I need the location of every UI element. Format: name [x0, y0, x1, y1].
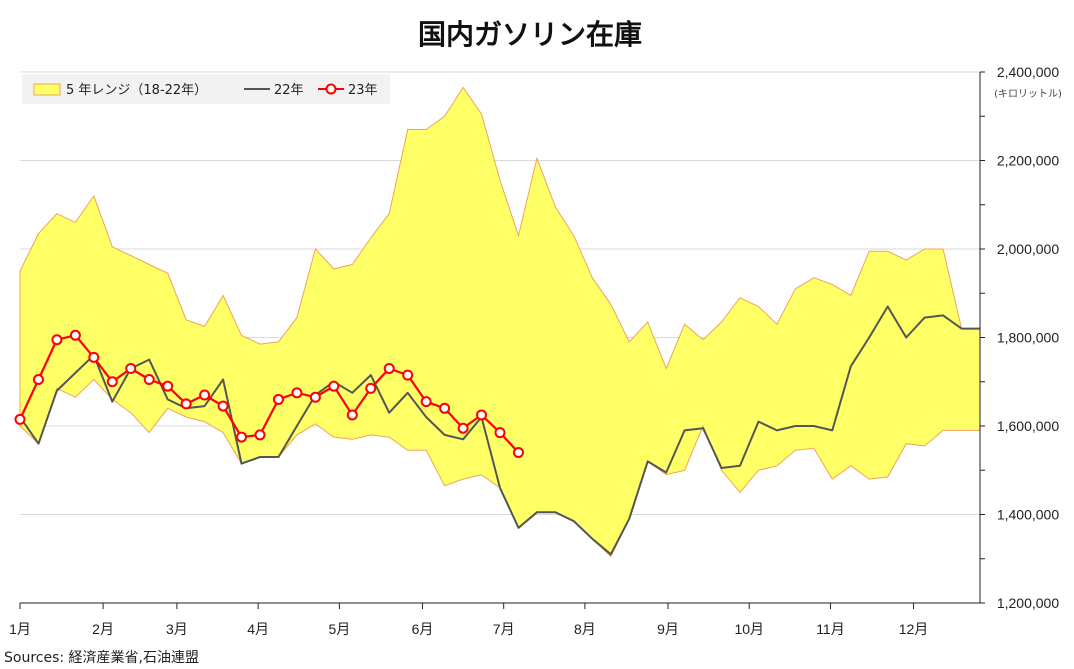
- legend-label-range: 5 年レンジ（18-22年）: [66, 83, 207, 98]
- series-point-23年: [512, 447, 524, 459]
- x-tick-label: 4月: [247, 621, 269, 637]
- legend-swatch-range: [33, 83, 61, 96]
- series-layer: [14, 305, 980, 556]
- series-point-23年: [14, 413, 26, 425]
- series-point-23年: [217, 400, 229, 412]
- x-tick-label: 11月: [816, 621, 845, 637]
- y-tick-label: 2,200,000: [997, 153, 1059, 169]
- legend-swatch-23-marker: [325, 83, 337, 95]
- series-point-23年: [476, 409, 488, 421]
- series-point-23年: [143, 374, 155, 386]
- series-point-23年: [51, 334, 63, 346]
- series-point-23年: [402, 369, 414, 381]
- series-point-23年: [162, 380, 174, 392]
- x-tick-label: 1月: [9, 621, 31, 637]
- series-point-23年: [439, 402, 451, 414]
- series-point-23年: [32, 374, 44, 386]
- legend-label-22: 22年: [274, 83, 304, 98]
- series-point-23年: [180, 398, 192, 410]
- series-point-23年: [106, 376, 118, 388]
- legend-label-23: 23年: [348, 83, 378, 98]
- series-point-23年: [88, 351, 100, 363]
- x-tick-label: 7月: [493, 621, 515, 637]
- series-line-22年: [19, 305, 980, 556]
- series-point-23年: [254, 429, 266, 441]
- series-point-23年: [291, 387, 303, 399]
- source-note: Sources: 経済産業省,石油連盟: [4, 650, 199, 666]
- y-axis-unit: (キロリットル): [994, 89, 1062, 100]
- series-point-23年: [383, 362, 395, 374]
- series-point-23年: [420, 396, 432, 408]
- y-tick-label: 1,600,000: [997, 418, 1059, 434]
- chart-title: 国内ガソリン在庫: [418, 18, 642, 51]
- series-point-23年: [199, 389, 211, 401]
- x-tick-label: 5月: [328, 621, 350, 637]
- axes: 1,200,000 1,400,000 1,600,000 1,800,000 2,00…: [9, 64, 1059, 637]
- y-tick-label: 1,400,000: [997, 507, 1059, 523]
- series-point-23年: [328, 380, 340, 392]
- y-tick-label: 2,000,000: [997, 241, 1059, 257]
- x-tick-label: 10月: [734, 621, 764, 637]
- series-point-23年: [69, 329, 81, 341]
- x-tick-label: 12月: [899, 621, 929, 637]
- series-point-23年: [272, 393, 284, 405]
- x-tick-label: 9月: [657, 621, 679, 637]
- series-point-23年: [309, 391, 321, 403]
- y-tick-label: 2,400,000: [997, 64, 1059, 80]
- series-point-23年: [236, 431, 248, 443]
- series-line-23年: [19, 334, 520, 454]
- x-tick-label: 3月: [166, 621, 188, 637]
- x-tick-label: 8月: [574, 621, 596, 637]
- series-point-23年: [346, 409, 358, 421]
- series-point-23年: [494, 427, 506, 439]
- series-point-23年: [457, 422, 469, 434]
- x-tick-label: 2月: [92, 621, 114, 637]
- x-tick-label: 6月: [412, 621, 434, 637]
- y-tick-label: 1,200,000: [997, 595, 1059, 611]
- legend: 5 年レンジ（18-22年） 22年 23年: [22, 74, 390, 104]
- series-point-23年: [125, 362, 137, 374]
- series-point-23年: [365, 382, 377, 394]
- y-tick-label: 1,800,000: [997, 330, 1059, 346]
